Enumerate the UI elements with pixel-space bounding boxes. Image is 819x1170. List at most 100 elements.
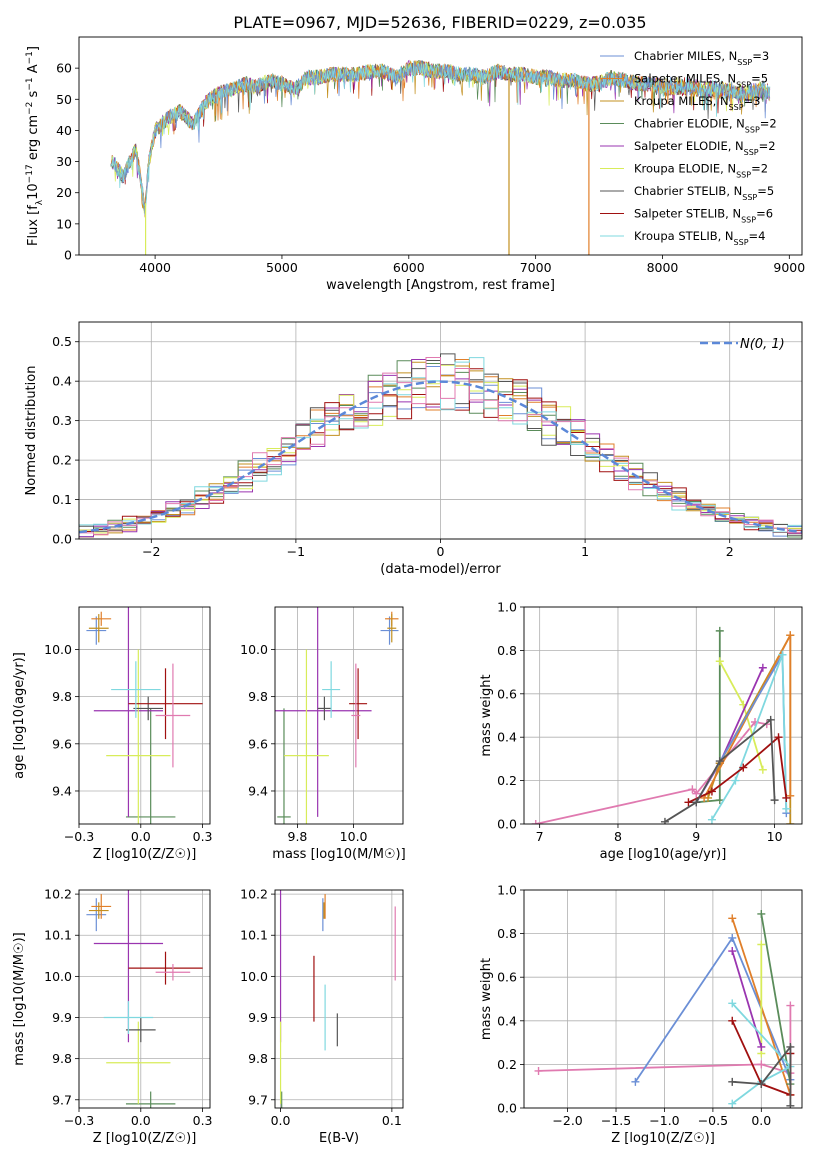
y-tick-label: 9.8 (248, 689, 268, 704)
weight-marker (786, 1001, 795, 1010)
x-tick-label: 10 (767, 829, 783, 844)
y-axis-label: mass weight (479, 958, 494, 1040)
weight-marker (728, 1016, 737, 1025)
weight-marker (757, 1080, 766, 1089)
panel-weight_vs_age: 7 8 9 10 0.0 0.2 0.4 0.6 0.8 1.0 age [log10(age/yr… (479, 600, 803, 862)
y-tick-label: 0.2 (497, 1057, 517, 1072)
x-tick-label: 0.0 (131, 829, 151, 844)
x-tick-label: 9 (692, 829, 700, 844)
x-tick-label: 6000 (393, 260, 425, 275)
legend-entry: Kroupa STELIB, NSSP=4 (634, 229, 765, 247)
x-tick-label: 9000 (773, 260, 805, 275)
weight-marker (786, 631, 795, 640)
y-tick-label: 0.0 (497, 1101, 517, 1116)
errorbar-point (155, 663, 191, 768)
weight-marker (688, 785, 697, 794)
y-axis-label: mass [log10(M/M☉)] (12, 932, 27, 1065)
legend-entry: Kroupa MILES, NSSP=3 (634, 94, 760, 112)
errorbar-point (133, 696, 164, 721)
errorbar-point (322, 661, 341, 718)
panel-residuals: −2 −1 0 1 2 0.0 0.1 0.2 0.3 0.4 0.5 (data-model)/er… (24, 321, 803, 577)
y-tick-label: 10.0 (44, 969, 72, 984)
y-axis-label: Flux [fλ10−17 erg cm−2 s−1 A−1] (25, 46, 45, 246)
x-tick-label: 8 (614, 829, 622, 844)
weight-marker (692, 798, 701, 807)
y-tick-label: 9.6 (248, 736, 268, 751)
errorbar-point (125, 1091, 176, 1108)
x-tick-label: 4000 (139, 260, 171, 275)
weight-marker (758, 765, 767, 774)
legend-entry: N(0, 1) (740, 337, 785, 352)
errorbar-point (106, 1021, 171, 1104)
weight-marker (715, 757, 724, 766)
errorbar-point (128, 668, 203, 740)
x-tick-label: 1 (581, 544, 589, 559)
legend-entry: Chabrier MILES, NSSP=3 (634, 49, 769, 67)
weight-marker (728, 914, 737, 923)
y-tick-label: 0.2 (52, 453, 72, 468)
weight-marker (534, 1066, 543, 1075)
y-tick-label: 10 (56, 216, 72, 231)
x-tick-label: −1.0 (649, 1113, 679, 1128)
y-axis-label: Normed distribution (24, 366, 39, 496)
weight-marker (770, 796, 779, 805)
errorbar-point (275, 607, 372, 817)
weight-line (731, 1002, 792, 1105)
histogram-extra_pink (79, 357, 802, 536)
x-axis-label: wavelength [Angstrom, rest frame] (326, 278, 555, 293)
y-axis-label: age [log10(age/yr)] (12, 652, 27, 779)
x-axis-label: (data-model)/error (380, 562, 501, 577)
x-tick-label: 0.0 (751, 1113, 771, 1128)
errorbar-point (128, 951, 203, 985)
plot-area (86, 607, 203, 824)
errorbar-point (155, 964, 191, 981)
weight-marker (684, 798, 693, 807)
y-tick-label: 9.4 (52, 783, 72, 798)
plot-area (279, 890, 396, 1108)
errorbar-point (125, 1017, 156, 1043)
legend-entry: Chabrier STELIB, NSSP=5 (634, 184, 774, 202)
y-tick-label: 9.7 (52, 1092, 72, 1107)
panel-spectrum: 4000 5000 6000 7000 8000 9000 0 10 20 30 40 50 60 wav… (25, 36, 805, 293)
x-tick-label: 0.0 (131, 1113, 151, 1128)
legend-entry: Salpeter ELODIE, NSSP=2 (634, 139, 776, 157)
y-tick-label: 0.1 (52, 492, 72, 507)
y-tick-label: 9.9 (52, 1010, 72, 1025)
weight-marker (707, 787, 716, 796)
plot-area (275, 607, 399, 824)
errorbar-point (351, 663, 361, 768)
legend-entry: Chabrier ELODIE, NSSP=2 (634, 117, 777, 135)
errorbar-point (91, 611, 112, 626)
x-tick-label: 10.0 (340, 829, 368, 844)
plot-area (86, 890, 203, 1108)
y-tick-label: 0.3 (52, 413, 72, 428)
y-tick-label: 0.4 (497, 1013, 517, 1028)
y-tick-label: 9.8 (248, 1051, 268, 1066)
y-tick-label: 0.2 (497, 773, 517, 788)
weight-marker (715, 626, 724, 635)
y-tick-label: 0.5 (52, 334, 72, 349)
weight-marker (728, 1077, 737, 1086)
panel-age_vs_Z: −0.3 0.0 0.3 9.4 9.6 9.8 10.0 Z [log10(Z/Z☉)] ag… (12, 606, 213, 862)
errorbar-point (317, 696, 332, 721)
panel-mass_vs_Z: −0.3 0.0 0.3 9.7 9.8 9.9 10.0 10.1 10.2 Z [log10(… (12, 887, 213, 1146)
errorbar-point (125, 708, 176, 824)
panel-mass_vs_ebv: 0.0 0.1 9.7 9.8 9.9 10.0 10.1 10.2 E(B-V) (240, 887, 404, 1146)
errorbar-point (93, 607, 164, 817)
x-tick-label: 9.8 (288, 829, 308, 844)
y-tick-label: 0.8 (497, 643, 517, 658)
weight-marker (731, 776, 740, 785)
weight-line (760, 913, 792, 1085)
y-tick-label: 0.4 (52, 374, 72, 389)
plot-area (531, 626, 795, 824)
y-tick-label: 10.1 (44, 928, 72, 943)
spectrum-kroupa_stelib (110, 60, 771, 208)
y-tick-label: 0 (64, 248, 72, 263)
y-axis-label: mass weight (479, 674, 494, 756)
weight-marker (757, 1060, 766, 1069)
y-tick-label: 9.7 (248, 1092, 268, 1107)
x-axis-label: mass [log10(M/M☉)] (272, 847, 405, 862)
errorbar-point (380, 616, 399, 645)
axes-frame (78, 321, 803, 540)
